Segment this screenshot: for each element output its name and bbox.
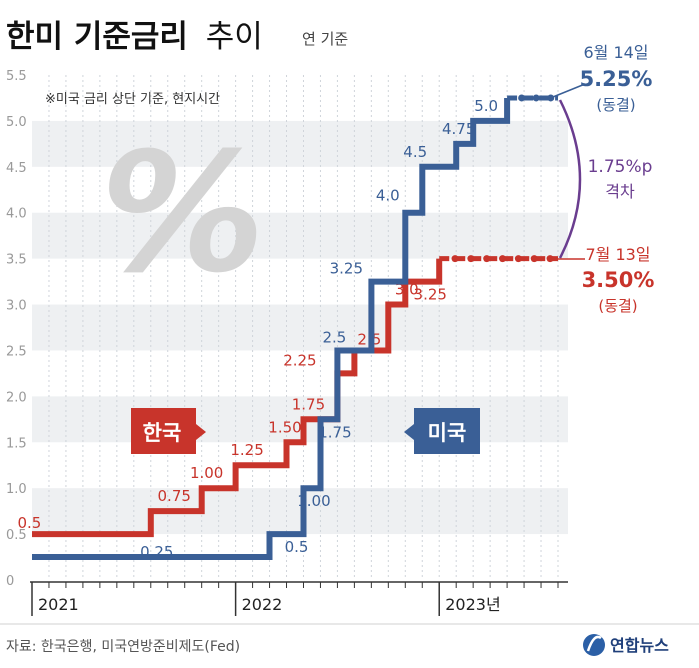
us-hold-dot <box>518 94 526 102</box>
subtitle: 연 기준 <box>302 30 348 48</box>
yonhap-logo-text: 연합뉴스 <box>610 636 669 655</box>
gap-label: 격차 <box>605 182 635 201</box>
korea-value-label: 1.00 <box>190 464 223 482</box>
us-value-label: 4.5 <box>403 143 427 161</box>
y-tick-label: 0.5 <box>6 528 27 543</box>
us-callout-status: (동결) <box>596 96 635 114</box>
us-series: 0.25 0.5 1.00 1.75 2.5 3.25 4.0 4.5 4.75 5.0 <box>32 94 558 561</box>
y-tick-label: 1.0 <box>6 482 27 497</box>
us-value-label: 3.25 <box>330 260 363 278</box>
korea-hold-dot <box>530 255 538 263</box>
us-value-label: 4.75 <box>442 120 475 138</box>
yonhap-logo-swoosh <box>586 635 602 652</box>
y-tick-label: 5.5 <box>6 69 27 84</box>
grid-band <box>32 120 568 167</box>
us-callout-leader <box>547 83 586 100</box>
x-tick-label: 2021 <box>38 595 79 614</box>
korea-tag-shape <box>131 408 206 454</box>
korea-value-label: 1.75 <box>292 395 325 413</box>
gap-bracket <box>558 99 582 259</box>
korea-hold-dot <box>467 255 475 263</box>
us-value-label: 0.25 <box>140 543 173 561</box>
us-tag-label: 미국 <box>428 421 467 445</box>
x-axis: 2021 2022 2023년 <box>30 581 568 616</box>
korea-hold-dot <box>546 255 554 263</box>
korea-hold-dot <box>514 255 522 263</box>
y-tick-label: 4.5 <box>6 161 27 176</box>
x-tick-label: 2022 <box>242 595 283 614</box>
y-tick-label: 0 <box>6 574 14 589</box>
y-tick-label: 4.0 <box>6 207 27 222</box>
y-tick-label: 2.5 <box>6 344 27 359</box>
gap-value: 1.75%p <box>588 157 653 177</box>
kr-callout-status: (동결) <box>598 297 637 315</box>
kr-callout: 7월 13일 3.50% (동결) <box>553 245 654 315</box>
korea-series: 0.50.751.001.251.501.752.252.53.03.25 <box>17 255 558 538</box>
korea-tag-label: 한국 <box>143 421 182 445</box>
korea-hold-dot <box>451 255 459 263</box>
korea-hold-dot <box>483 255 491 263</box>
korea-value-label: 1.50 <box>268 418 301 436</box>
us-legend-tag: 미국 <box>404 408 480 454</box>
source-text: 자료: 한국은행, 미국연방준비제도(Fed) <box>6 639 240 655</box>
grid-band <box>32 212 568 259</box>
title-light: 추이 <box>206 19 263 55</box>
us-callout-rate: 5.25% <box>580 67 653 91</box>
us-value-label: 4.0 <box>376 187 400 205</box>
korea-line <box>32 258 443 538</box>
korea-value-label: 0.75 <box>158 487 191 505</box>
kr-callout-rate: 3.50% <box>582 268 655 292</box>
us-value-label: 1.00 <box>297 492 330 510</box>
us-hold-dot <box>532 94 540 102</box>
us-tag-shape <box>404 408 480 454</box>
us-line <box>32 98 511 560</box>
chart-note: ※미국 금리 상단 기준, 현지시간 <box>45 92 220 107</box>
grid-band <box>32 488 568 535</box>
us-value-label: 1.75 <box>318 423 351 441</box>
us-value-label: 5.0 <box>474 97 498 115</box>
korea-value-label: 2.25 <box>283 351 316 369</box>
korea-value-label: 3.25 <box>414 286 447 304</box>
us-callout-date: 6월 14일 <box>583 43 648 62</box>
y-tick-label: 1.5 <box>6 436 27 451</box>
yonhap-logo: 연합뉴스 <box>583 634 669 656</box>
y-tick-label: 3.5 <box>6 253 27 268</box>
x-tick-label: 2023년 <box>445 595 500 614</box>
percent-watermark: % <box>100 117 265 309</box>
korea-value-label: 1.25 <box>230 441 263 459</box>
korea-value-label: 3.0 <box>395 281 419 299</box>
gap-callout: 1.75%p 격차 <box>588 157 653 201</box>
us-callout: 6월 14일 5.25% (동결) <box>547 43 653 114</box>
korea-value-label: 0.5 <box>17 514 41 532</box>
kr-callout-date: 7월 13일 <box>585 245 650 264</box>
y-tick-label: 3.0 <box>6 299 27 314</box>
title-bold: 한미 기준금리 <box>6 19 188 55</box>
us-value-label: 0.5 <box>285 538 309 556</box>
us-value-label: 2.5 <box>322 328 346 346</box>
korea-legend-tag: 한국 <box>131 408 206 454</box>
y-axis: 0 0.5 1.0 1.5 2.0 2.5 3.0 3.5 4.0 4.5 5.0 5.5 <box>6 69 27 589</box>
page-title: 한미 기준금리 추이 <box>6 19 263 55</box>
grid-band <box>32 304 568 351</box>
y-tick-label: 5.0 <box>6 115 27 130</box>
y-tick-label: 2.0 <box>6 390 27 405</box>
korea-hold-dot <box>499 255 507 263</box>
